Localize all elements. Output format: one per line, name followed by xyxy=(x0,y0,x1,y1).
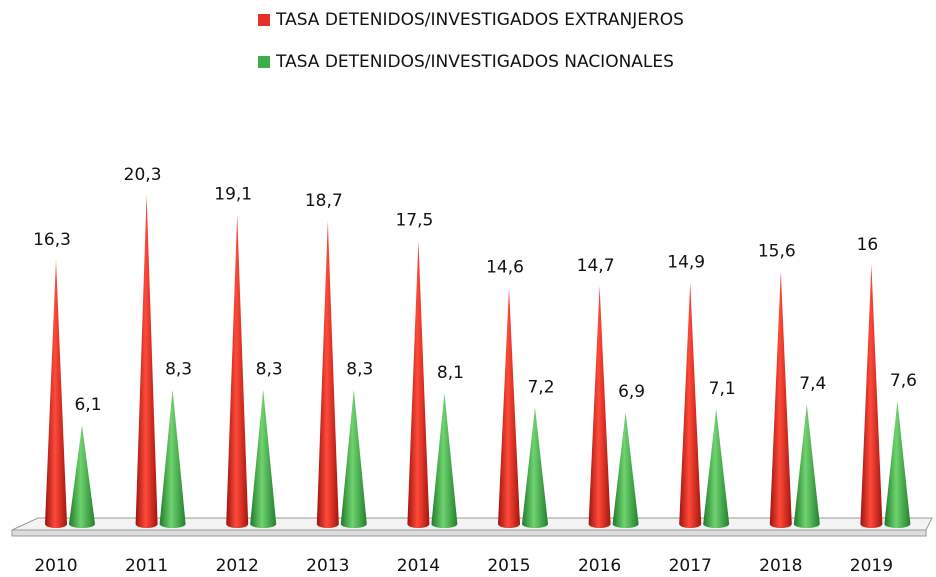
x-tick-label: 2013 xyxy=(306,556,349,576)
data-label: 6,9 xyxy=(618,382,645,402)
data-label: 15,6 xyxy=(758,241,796,261)
cone xyxy=(612,412,639,528)
x-tick-label: 2015 xyxy=(487,556,530,576)
data-label: 6,1 xyxy=(74,395,101,415)
data-label: 7,2 xyxy=(527,377,554,397)
cone xyxy=(588,285,611,528)
legend-label: TASA DETENIDOS/INVESTIGADOS EXTRANJEROS xyxy=(275,10,684,30)
x-tick-label: 2012 xyxy=(216,556,259,576)
data-label: 16,3 xyxy=(33,230,71,250)
x-tick-label: 2019 xyxy=(850,556,893,576)
cone xyxy=(250,389,277,528)
cone xyxy=(159,389,186,528)
x-tick-label: 2017 xyxy=(669,556,712,576)
legend-swatch xyxy=(258,56,270,68)
cone xyxy=(135,195,158,528)
cone xyxy=(431,392,458,528)
legend-label: TASA DETENIDOS/INVESTIGADOS NACIONALES xyxy=(275,52,674,72)
cone xyxy=(884,400,911,528)
cone xyxy=(498,287,520,528)
x-tick-label: 2014 xyxy=(397,556,440,576)
data-label: 16 xyxy=(857,235,879,255)
cone xyxy=(703,408,730,528)
x-tick-label: 2018 xyxy=(759,556,802,576)
x-tick-label: 2016 xyxy=(578,556,621,576)
legend-swatch xyxy=(258,14,270,26)
cone xyxy=(45,259,67,528)
cone xyxy=(226,214,249,528)
cone xyxy=(316,221,339,528)
cone xyxy=(69,425,95,528)
x-tick-label: 2011 xyxy=(125,556,168,576)
cone xyxy=(793,404,820,528)
cone xyxy=(407,240,430,528)
data-label: 8,3 xyxy=(165,360,192,380)
x-tick-label: 2010 xyxy=(34,556,77,576)
data-label: 8,1 xyxy=(437,363,464,383)
data-label: 14,7 xyxy=(577,256,615,276)
cone xyxy=(769,271,792,528)
data-label: 14,9 xyxy=(667,253,705,273)
data-label: 17,5 xyxy=(395,211,433,231)
cone xyxy=(860,264,883,528)
data-label: 8,3 xyxy=(346,360,373,380)
data-label: 19,1 xyxy=(214,185,252,205)
data-label: 18,7 xyxy=(305,191,343,211)
data-label: 7,1 xyxy=(709,379,736,399)
data-label: 7,6 xyxy=(890,371,917,391)
cone xyxy=(340,389,367,528)
data-label: 8,3 xyxy=(256,360,283,380)
cone xyxy=(679,282,702,528)
data-label: 7,4 xyxy=(799,374,826,394)
data-label: 14,6 xyxy=(486,257,524,277)
cone xyxy=(522,407,548,528)
data-label: 20,3 xyxy=(124,165,162,185)
